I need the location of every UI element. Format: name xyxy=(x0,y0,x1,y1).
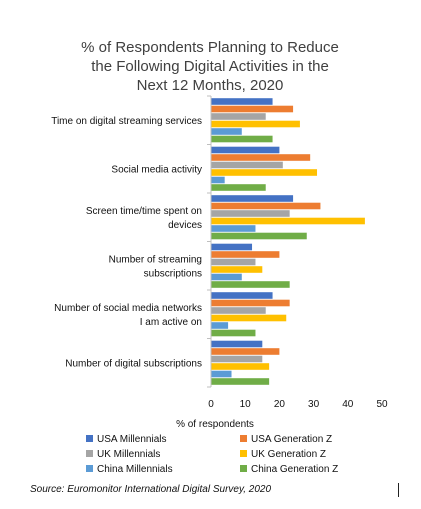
legend-label: UK Millennials xyxy=(97,449,160,460)
chart-title-line: the Following Digital Activities in the xyxy=(91,58,329,75)
text-cursor xyxy=(398,483,399,497)
legend-item: China Millennials xyxy=(86,464,173,475)
bar xyxy=(211,184,266,191)
legend-label: USA Generation Z xyxy=(251,434,332,445)
bar xyxy=(211,232,307,240)
bar xyxy=(211,120,300,128)
bar xyxy=(211,273,242,281)
bar xyxy=(211,161,283,169)
category-label: Social media activity xyxy=(111,164,202,175)
bar xyxy=(211,281,290,288)
bar xyxy=(211,348,280,355)
axes: 0 10 20 30 40 50 xyxy=(207,95,388,410)
bar xyxy=(211,307,266,314)
legend-label: China Millennials xyxy=(97,464,173,475)
bar xyxy=(211,378,270,385)
bar xyxy=(211,299,290,307)
bar xyxy=(211,113,266,120)
bar xyxy=(211,225,256,232)
legend-item: China Generation Z xyxy=(240,464,338,475)
x-axis-label: % of respondents xyxy=(176,419,254,430)
legend-item: UK Millennials xyxy=(86,449,160,460)
bar xyxy=(211,217,365,225)
bar xyxy=(211,210,290,217)
bar xyxy=(211,370,232,378)
x-tick-label: 10 xyxy=(240,399,252,410)
legend-swatch xyxy=(240,450,247,457)
bar xyxy=(211,105,294,113)
category-label: Number of streaming xyxy=(109,254,202,265)
x-tick-label: 40 xyxy=(342,399,354,410)
x-tick-label: 0 xyxy=(208,399,214,410)
bar xyxy=(211,146,280,154)
category-label: subscriptions xyxy=(144,268,202,279)
legend-swatch xyxy=(86,435,93,442)
legend-swatch xyxy=(240,435,247,442)
bar xyxy=(211,243,253,251)
category-label: Number of social media networks xyxy=(54,303,202,314)
x-tick-label: 50 xyxy=(376,399,388,410)
bar xyxy=(211,169,318,176)
category-label: Number of digital subscriptions xyxy=(65,358,202,369)
category-label: I am active on xyxy=(140,317,202,328)
category-labels: Time on digital streaming services Social… xyxy=(51,116,202,369)
legend-item: USA Generation Z xyxy=(240,434,332,445)
legend-item: USA Millennials xyxy=(86,434,166,445)
bar xyxy=(211,340,263,348)
bar xyxy=(211,363,270,370)
legend-swatch xyxy=(86,450,93,457)
category-label: Screen time/time spent on xyxy=(86,206,202,217)
category-label: Time on digital streaming services xyxy=(51,116,202,127)
bar xyxy=(211,154,311,161)
x-tick-label: 20 xyxy=(274,399,286,410)
bar xyxy=(211,355,263,363)
legend-swatch xyxy=(86,465,93,472)
bar xyxy=(211,135,273,143)
category-label: devices xyxy=(168,220,202,231)
bar xyxy=(211,128,242,135)
legend-label: USA Millennials xyxy=(97,434,166,445)
bar xyxy=(211,258,256,266)
legend-swatch xyxy=(240,465,247,472)
bar xyxy=(211,251,280,258)
bar xyxy=(211,202,321,210)
legend: USA Millennials USA Generation Z UK Millen… xyxy=(86,434,338,475)
chart-title-line: % of Respondents Planning to Reduce xyxy=(81,39,339,56)
bar xyxy=(211,195,294,202)
bar xyxy=(211,314,287,322)
bar xyxy=(211,266,263,273)
bar xyxy=(211,292,273,299)
bar xyxy=(211,322,229,329)
x-tick-label: 30 xyxy=(308,399,320,410)
plot-area xyxy=(211,98,365,385)
chart-title-line: Next 12 Months, 2020 xyxy=(137,77,284,94)
legend-label: UK Generation Z xyxy=(251,449,326,460)
bar xyxy=(211,176,225,184)
bar xyxy=(211,329,256,337)
chart-title: % of Respondents Planning to Reduce the … xyxy=(81,39,339,94)
source-note: Source: Euromonitor International Digita… xyxy=(30,484,272,495)
legend-label: China Generation Z xyxy=(251,464,338,475)
legend-item: UK Generation Z xyxy=(240,449,326,460)
bar xyxy=(211,98,273,105)
